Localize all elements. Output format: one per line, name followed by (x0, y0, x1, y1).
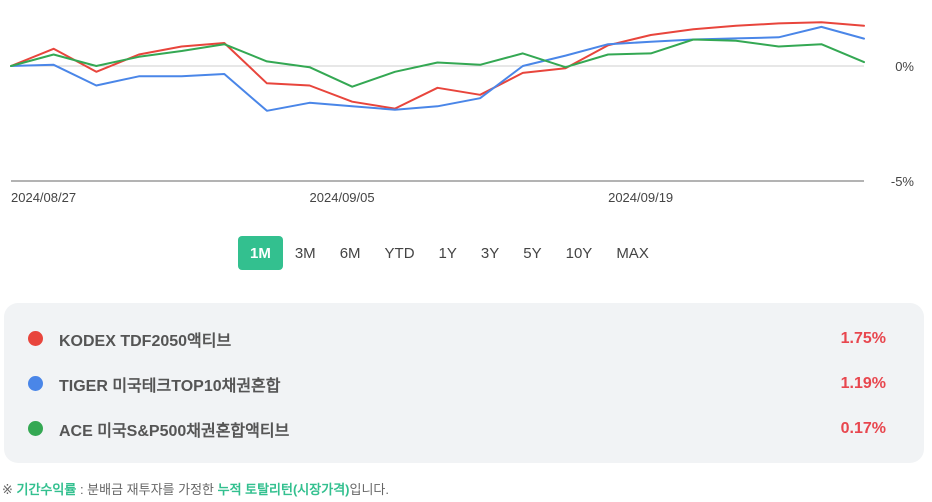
range-button-5y[interactable]: 5Y (523, 244, 542, 262)
range-button-1y[interactable]: 1Y (438, 244, 457, 262)
footnote-emphasis: 누적 토탈리턴(시장가격) (217, 482, 350, 497)
range-button-10y[interactable]: 10Y (565, 244, 593, 262)
x-tick-label: 2024/09/05 (310, 190, 375, 205)
y-tick-label: -5% (891, 174, 915, 189)
footnote-middle: : 분배금 재투자를 가정한 (76, 482, 218, 497)
footnote-prefix: ※ (2, 482, 17, 497)
range-button-ytd[interactable]: YTD (384, 244, 415, 262)
fund-return-value: 0.17% (840, 419, 886, 437)
fund-name: ACE 미국S&P500채권혼합액티브 (59, 422, 290, 440)
legend-row: TIGER 미국테크TOP10채권혼합 1.19% (4, 361, 924, 406)
x-tick-label: 2024/08/27 (11, 190, 76, 205)
footnote-suffix: 입니다. (349, 482, 389, 497)
range-button-max[interactable]: MAX (616, 244, 649, 262)
legend-panel: KODEX TDF2050액티브 1.75% TIGER 미국테크TOP10채권혼합… (4, 303, 924, 463)
return-chart: 0% -5% 2024/08/27 2024/09/05 2024/09/19 (0, 0, 932, 215)
footnote-term: 기간수익률 (16, 482, 77, 497)
range-button-3m[interactable]: 3M (294, 244, 316, 262)
legend-dot-icon (28, 331, 43, 346)
line-chart: 0% -5% 2024/08/27 2024/09/05 2024/09/19 (10, 21, 915, 205)
y-tick-label: 0% (895, 59, 914, 74)
fund-return-value: 1.75% (840, 329, 886, 347)
legend-row: KODEX TDF2050액티브 1.75% (4, 316, 924, 361)
fund-name: KODEX TDF2050액티브 (59, 332, 232, 350)
legend-dot-icon (28, 376, 43, 391)
series-line (10, 25, 865, 112)
fund-return-value: 1.19% (840, 374, 886, 392)
fund-name: TIGER 미국테크TOP10채권혼합 (59, 377, 281, 395)
x-tick-label: 2024/09/19 (608, 190, 673, 205)
range-button-3y[interactable]: 3Y (480, 244, 500, 262)
series-line (10, 21, 865, 110)
range-button-6m[interactable]: 6M (339, 244, 361, 262)
footnote: ※ 기간수익률 : 분배금 재투자를 가정한 누적 토탈리턴(시장가격)입니다. (2, 479, 389, 498)
legend-row: ACE 미국S&P500채권혼합액티브 0.17% (4, 406, 924, 451)
range-button-1m[interactable]: 1M (238, 236, 283, 270)
series-line (10, 38, 865, 88)
legend-dot-icon (28, 421, 43, 436)
period-selector: 1M 3M 6M YTD 1Y 3Y 5Y 10Y MAX (238, 236, 661, 270)
